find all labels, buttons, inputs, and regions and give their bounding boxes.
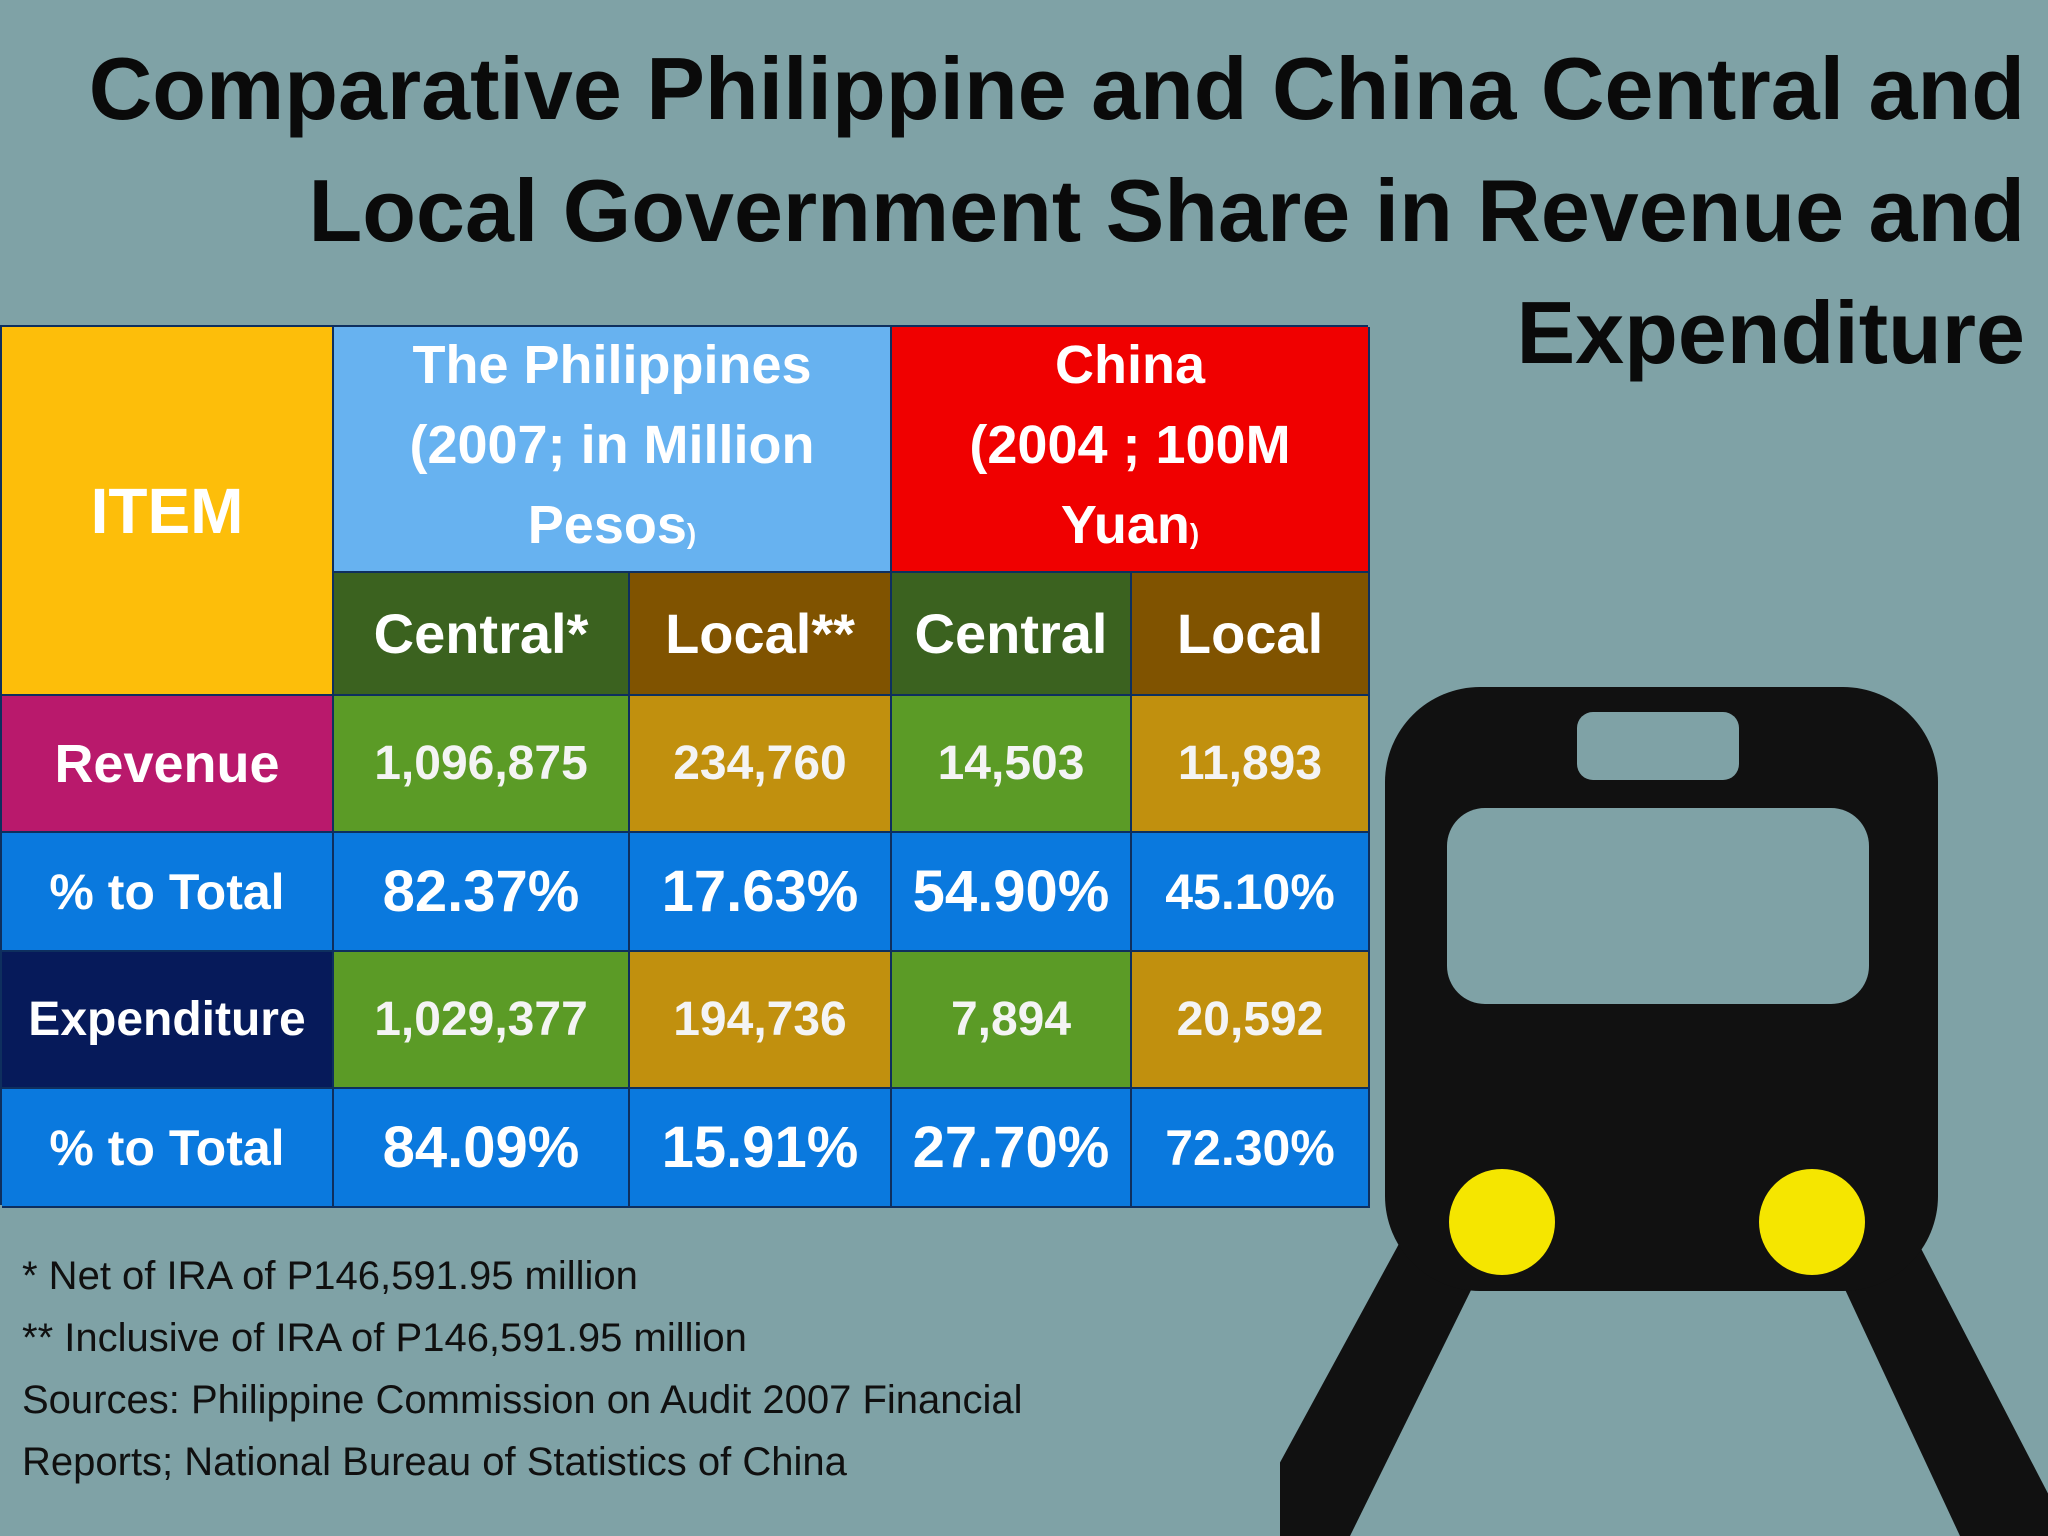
footnotes: * Net of IRA of P146,591.95 million ** I… (22, 1245, 1023, 1493)
row-label-revenue: Revenue (2, 696, 334, 833)
revenue-philippines-central: 1,096,875 (334, 696, 630, 833)
subheader-philippines-local: Local** (630, 573, 892, 696)
expenditure-percent-china-local: 72.30% (1132, 1089, 1370, 1208)
train-headlight-right (1759, 1169, 1865, 1275)
china-header: China (2004 ; 100M Yuan) (892, 327, 1370, 573)
page-title: Comparative Philippine and China Central… (60, 28, 2025, 394)
sources-line-1: Sources: Philippine Commission on Audit … (22, 1378, 1023, 1422)
footnote-central: * Net of IRA of P146,591.95 million (22, 1254, 638, 1298)
china-header-line-3-wrap: Yuan) (1061, 485, 1199, 574)
expenditure-china-local: 20,592 (1132, 952, 1370, 1089)
philippines-header-line-1: The Philippines (412, 334, 812, 395)
philippines-header: The Philippines (2007; in Million Pesos) (334, 327, 892, 573)
china-header-close: ) (1189, 517, 1200, 549)
china-header-line-3: Yuan (1060, 494, 1190, 555)
train-windshield (1447, 808, 1869, 1004)
comparison-table: ITEM The Philippines (2007; in Million P… (0, 325, 1370, 1208)
china-header-line-2: (2004 ; 100M (969, 414, 1291, 475)
subheader-china-local: Local (1132, 573, 1370, 696)
footnote-local: ** Inclusive of IRA of P146,591.95 milli… (22, 1316, 747, 1360)
title-line-2: Local Government Share in Revenue and (308, 161, 2025, 260)
revenue-philippines-local: 234,760 (630, 696, 892, 833)
china-header-line-1: China (1054, 334, 1205, 395)
title-line-3: Expenditure (1516, 283, 2025, 382)
revenue-percent-china-central: 54.90% (892, 833, 1132, 952)
title-line-1: Comparative Philippine and China Central… (88, 39, 2025, 138)
revenue-china-local: 11,893 (1132, 696, 1370, 833)
row-label-revenue-percent: % to Total (2, 833, 334, 952)
expenditure-percent-china-central: 27.70% (892, 1089, 1132, 1208)
train-roof-window (1577, 712, 1739, 780)
row-label-expenditure: Expenditure (2, 952, 334, 1089)
expenditure-percent-philippines-local: 15.91% (630, 1089, 892, 1208)
row-label-expenditure-percent: % to Total (2, 1089, 334, 1208)
expenditure-philippines-central: 1,029,377 (334, 952, 630, 1089)
subheader-philippines-central: Central* (334, 573, 630, 696)
philippines-header-line-3-wrap: Pesos) (528, 485, 696, 574)
subheader-china-central: Central (892, 573, 1132, 696)
philippines-header-line-3: Pesos (527, 494, 687, 555)
sources-line-2: Reports; National Bureau of Statistics o… (22, 1440, 847, 1484)
item-header: ITEM (2, 327, 334, 696)
train-headlight-left (1449, 1169, 1555, 1275)
philippines-header-line-2: (2007; in Million (409, 414, 815, 475)
philippines-header-close: ) (686, 517, 697, 549)
revenue-percent-china-local: 45.10% (1132, 833, 1370, 952)
expenditure-percent-philippines-central: 84.09% (334, 1089, 630, 1208)
train-icon (1280, 687, 2048, 1536)
revenue-china-central: 14,503 (892, 696, 1132, 833)
revenue-percent-philippines-local: 17.63% (630, 833, 892, 952)
expenditure-china-central: 7,894 (892, 952, 1132, 1089)
expenditure-philippines-local: 194,736 (630, 952, 892, 1089)
revenue-percent-philippines-central: 82.37% (334, 833, 630, 952)
